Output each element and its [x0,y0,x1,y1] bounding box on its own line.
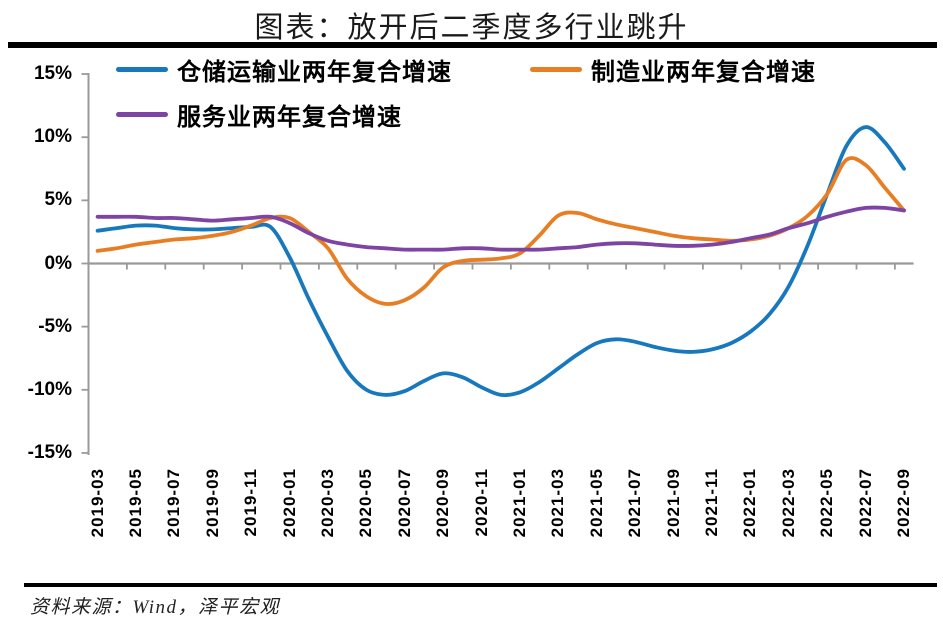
x-axis-label: 2022-03 [778,468,798,538]
y-axis-label: 15% [33,63,72,85]
series-line-0 [95,125,906,398]
legend-item-warehousing: 仓储运输业两年复合增速 [116,55,452,86]
x-axis-label: 2020-05 [356,468,376,538]
x-axis-label: 2021-03 [548,468,568,538]
y-axis-label: -5% [38,315,72,337]
bottom-rule [24,583,937,587]
legend-label-warehousing: 仓储运输业两年复合增速 [177,59,452,86]
x-axis-label: 2022-01 [740,468,760,538]
y-axis-label: -10% [27,378,72,400]
x-axis-label: 2021-07 [625,468,645,538]
source-note: 资料来源：Wind，泽平宏观 [30,597,281,618]
y-axis-label: 0% [44,252,72,274]
x-axis-label: 2022-07 [855,468,875,538]
legend-swatch-orange [530,66,582,72]
legend-swatch-purple [116,111,168,117]
x-axis-label: 2019-11 [241,468,261,537]
y-axis-label: 10% [33,126,72,148]
x-axis-label: 2019-07 [164,468,184,538]
x-axis-label: 2020-11 [471,468,491,537]
legend-label-services: 服务业两年复合增速 [177,104,402,131]
legend-item-services: 服务业两年复合增速 [116,100,402,131]
x-axis-label: 2021-09 [663,468,683,538]
top-rule [8,42,937,48]
x-axis-label: 2019-05 [126,468,145,538]
y-axis-label: 5% [44,189,72,211]
legend-swatch-blue [116,66,168,72]
x-axis-label: 2021-11 [702,468,721,537]
x-axis-label: 2020-09 [433,468,453,538]
x-axis-label: 2021-05 [586,468,606,538]
x-axis-label: 2020-07 [394,468,414,538]
legend-label-manufacturing: 制造业两年复合增速 [591,59,816,86]
x-axis-label: 2019-03 [87,468,107,538]
y-axis-label: -15% [27,441,72,463]
series-line-2 [95,205,906,252]
x-axis-label: 2022-05 [817,468,837,538]
legend-item-manufacturing: 制造业两年复合增速 [530,55,816,86]
x-axis-label: 2022-09 [894,468,913,538]
x-axis-label: 2021-01 [510,468,529,538]
x-axis-label: 2020-01 [279,468,299,538]
x-axis-label: 2020-03 [318,468,337,538]
chart-title: 图表：放开后二季度多行业跳升 [254,12,689,44]
x-axis-label: 2019-09 [202,468,222,538]
